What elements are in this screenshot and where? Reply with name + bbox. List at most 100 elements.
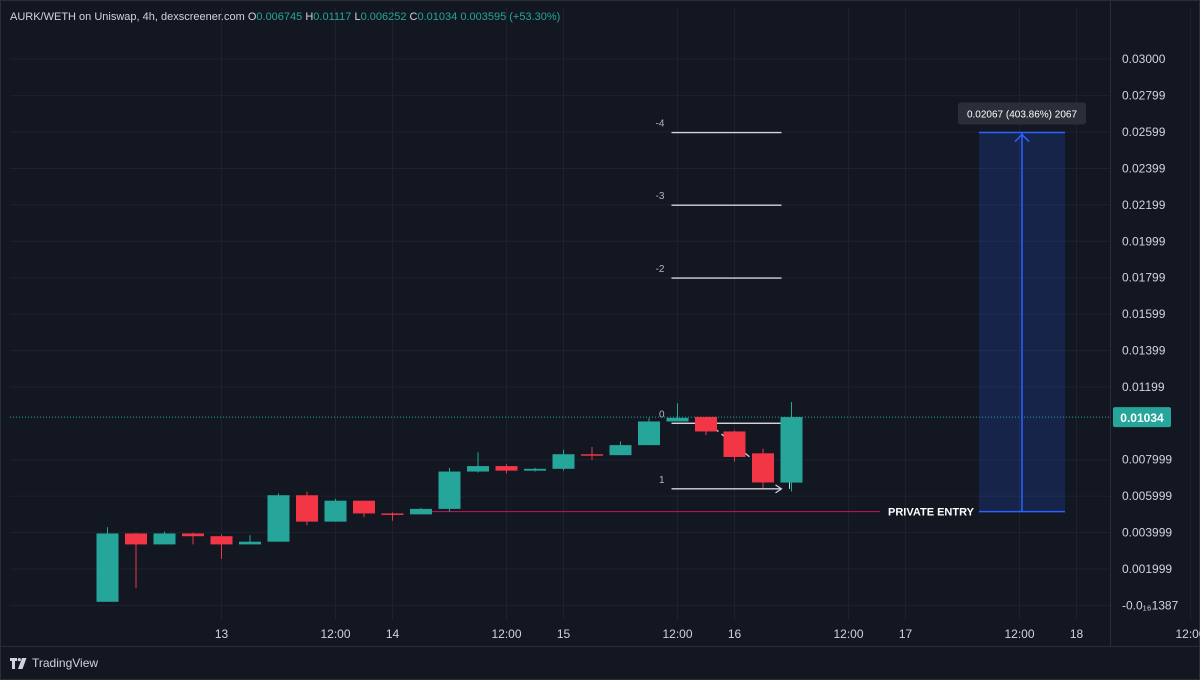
time-axis[interactable]: 13 12:00 14 12:00 15 12:00 16 12:00 17 12:00 18 12:… <box>215 627 1200 641</box>
price-tick-label: 0.02399 <box>1122 161 1166 175</box>
candle-body <box>552 454 575 469</box>
ohlc-key-o: O <box>247 11 257 23</box>
last-price-badge <box>1113 407 1171 428</box>
ohlc-values: O0.006745 H0.01117 L0.006252 C0.01034 <box>248 11 461 23</box>
projection-label-bg <box>958 102 1086 125</box>
candle-body <box>780 417 803 483</box>
time-tick-label: 12:00 <box>320 627 350 641</box>
candle <box>410 507 432 515</box>
candle <box>381 512 404 521</box>
price-tick-label: 0.001999 <box>1122 562 1172 576</box>
candle-body <box>524 468 546 471</box>
fib-level-label: 1 <box>659 475 665 486</box>
time-tick-label: 16 <box>728 627 742 641</box>
candle <box>324 498 347 522</box>
tradingview-logo-icon <box>10 657 27 669</box>
price-axis[interactable]: 0.03000 0.02799 0.02599 0.02399 0.02199 0.019… <box>1113 52 1179 612</box>
price-tick-label: 0.02799 <box>1122 89 1166 103</box>
price-tick-label: 0.03000 <box>1122 52 1166 66</box>
candle <box>752 448 774 488</box>
price-tick-label: 0.01599 <box>1122 307 1166 321</box>
fib-level-label: 0 <box>659 409 665 420</box>
time-tick-label: 13 <box>215 627 229 641</box>
private-entry-label: PRIVATE ENTRY <box>888 507 975 519</box>
candle <box>495 464 518 474</box>
candle-body <box>125 533 147 545</box>
candle-body <box>239 541 261 545</box>
candle-body <box>182 533 204 537</box>
candle <box>296 491 318 526</box>
projection-arrow-head <box>1014 133 1030 143</box>
candle <box>666 403 689 422</box>
candlestick-series <box>96 401 803 602</box>
candle <box>182 532 204 545</box>
time-tick-label: 18 <box>1070 627 1084 641</box>
price-tick-label: -0.0₁₆1387 <box>1122 598 1179 612</box>
candle <box>353 500 375 518</box>
candle <box>552 449 575 471</box>
time-tick-label: 12:00 <box>662 627 692 641</box>
ohlc-value-o: 0.006745 <box>256 11 303 23</box>
time-tick-label: 12:00 <box>1004 627 1034 641</box>
candle-body <box>666 417 689 422</box>
ohlc-key-h: H <box>302 11 314 23</box>
ohlc-value-c: 0.01034 <box>417 11 458 23</box>
candle <box>267 493 290 542</box>
candle-body <box>324 500 347 522</box>
candle-body <box>609 445 632 456</box>
fib-level-label: -4 <box>656 119 665 130</box>
price-tick-label: 0.01999 <box>1122 234 1166 248</box>
candle <box>438 467 461 512</box>
price-tick-label: 0.02199 <box>1122 198 1166 212</box>
candle-body <box>467 466 489 472</box>
candle-body <box>210 536 233 545</box>
price-change: 0.003595 (+53.30%) <box>460 11 561 23</box>
candle-body <box>581 454 603 456</box>
time-tick-label: 12:00 <box>1175 627 1200 641</box>
candle <box>524 467 546 472</box>
fib-level-label: -3 <box>656 191 665 202</box>
candle <box>780 401 803 492</box>
candle-body <box>381 513 404 515</box>
time-tick-label: 12:00 <box>491 627 521 641</box>
ohlc-legend: AURK/WETH on Uniswap, 4h, dexscreener.co… <box>10 11 560 23</box>
time-tick-label: 12:00 <box>833 627 863 641</box>
candle-body <box>153 533 176 545</box>
candle <box>125 532 147 589</box>
candle-body <box>410 508 432 515</box>
candle <box>581 446 603 460</box>
time-tick-label: 17 <box>899 627 913 641</box>
fib-arrow-head <box>775 484 783 494</box>
candle <box>723 430 746 462</box>
candle <box>609 441 632 456</box>
price-tick-label: 0.02599 <box>1122 125 1166 139</box>
candle <box>638 417 660 446</box>
candle-body <box>353 500 375 514</box>
ohlc-key-c: C <box>406 11 418 23</box>
candle-body <box>495 466 518 471</box>
brand-label: TradingView <box>32 656 99 670</box>
candle <box>695 416 717 436</box>
candle-body <box>723 431 746 457</box>
ohlc-value-h: 0.01117 <box>313 11 352 23</box>
time-tick-label: 15 <box>557 627 571 641</box>
candle-body <box>296 495 318 522</box>
price-tick-label: 0.005999 <box>1122 489 1172 503</box>
ohlc-value-l: 0.006252 <box>360 11 407 23</box>
fib-level-label: -2 <box>656 264 665 275</box>
candle-body <box>695 416 717 432</box>
price-tick-label: 0.007999 <box>1122 453 1172 467</box>
symbol-title: AURK/WETH on Uniswap, 4h, dexscreener.co… <box>10 11 245 23</box>
price-tick-label: 0.01199 <box>1122 380 1165 394</box>
candle <box>467 452 489 473</box>
price-tick-label: 0.003999 <box>1122 526 1172 540</box>
tradingview-brand[interactable]: TradingView <box>10 656 98 670</box>
candle-body <box>752 453 774 483</box>
price-tick-label: 0.01799 <box>1122 271 1166 285</box>
projection-label: 0.02067 (403.86%) 2067 <box>967 110 1078 121</box>
price-tick-label: 0.01399 <box>1122 344 1166 358</box>
candle-body <box>267 495 290 542</box>
candle <box>153 531 176 545</box>
candle-body <box>96 533 119 602</box>
